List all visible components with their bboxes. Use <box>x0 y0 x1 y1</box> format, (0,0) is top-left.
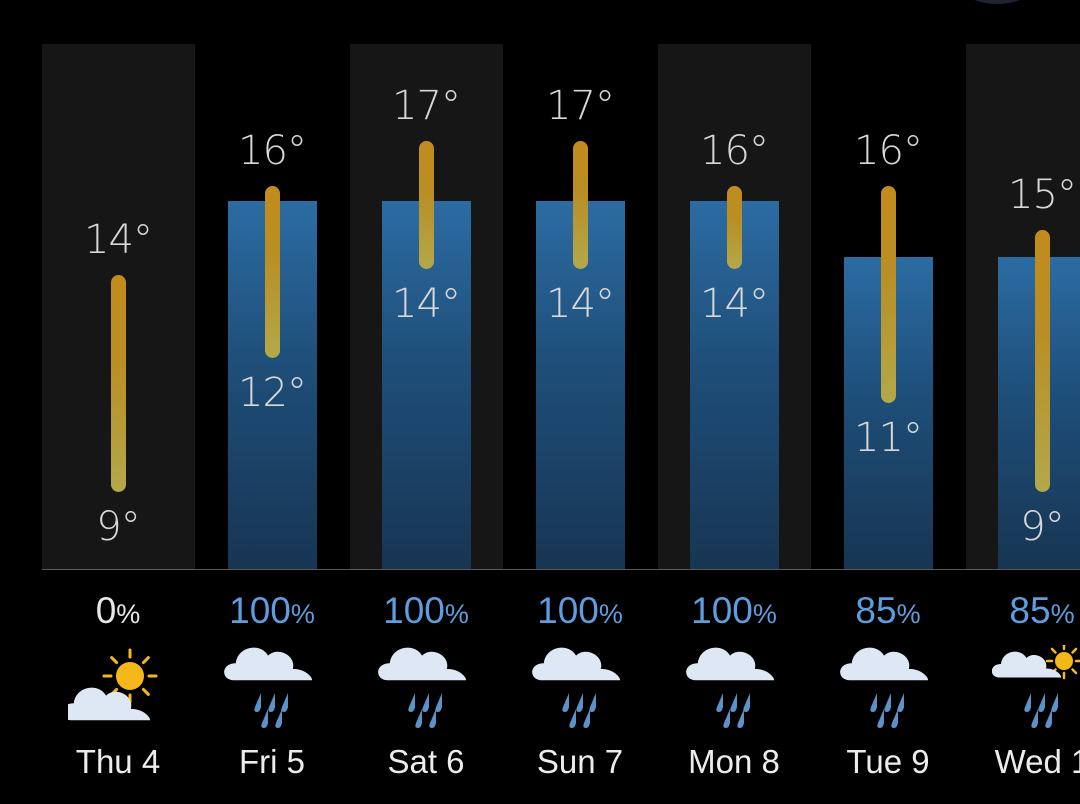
high-temperature-label: 16° <box>854 127 923 174</box>
low-temperature-label: 12° <box>238 370 307 417</box>
precipitation-value: 100 <box>383 590 445 631</box>
temperature-range-bar <box>573 141 588 269</box>
precipitation-chance: 0% <box>48 590 188 632</box>
temperature-range-bar <box>419 141 434 269</box>
high-temperature-label: 14° <box>84 217 153 263</box>
rain-icon <box>838 645 938 730</box>
day-label[interactable]: Thu 4 <box>75 743 161 780</box>
rain-icon <box>530 645 630 730</box>
low-temperature-label: 14° <box>546 281 615 327</box>
temperature-range-bar <box>1035 230 1050 492</box>
low-temperature-label: 14° <box>392 281 461 327</box>
temperature-range-bar <box>265 185 280 359</box>
sun-rain-icon <box>991 642 1080 730</box>
rain-icon <box>684 645 784 730</box>
day-label[interactable]: Sat 6 <box>387 743 465 780</box>
day-label[interactable]: Fri 5 <box>239 743 305 780</box>
precipitation-value: 100 <box>691 590 753 631</box>
low-temperature-label: 11° <box>854 414 923 461</box>
rain-icon <box>376 645 476 730</box>
precipitation-unit: % <box>116 599 141 629</box>
graph-baseline <box>42 569 1080 570</box>
precipitation-value: 85 <box>855 590 897 631</box>
precipitation-chance: 85% <box>972 590 1080 632</box>
precipitation-unit: % <box>896 599 921 629</box>
precipitation-chance: 100% <box>356 590 496 632</box>
high-temperature-label: 16° <box>700 127 769 174</box>
precipitation-value: 100 <box>537 590 599 631</box>
temperature-range-bar <box>881 185 896 403</box>
precipitation-value: 85 <box>1009 590 1051 631</box>
sun-behind-cloud-icon <box>62 645 168 730</box>
precipitation-value: 100 <box>229 590 291 631</box>
precipitation-unit: % <box>752 599 777 629</box>
moon-icon <box>962 0 1032 4</box>
day-label[interactable]: Sun 7 <box>536 743 624 780</box>
low-temperature-label: 9° <box>1020 504 1064 550</box>
precipitation-chance: 100% <box>510 590 650 632</box>
rain-icon <box>222 645 322 730</box>
low-temperature-label: 14° <box>700 281 769 327</box>
precipitation-unit: % <box>444 599 469 629</box>
low-temperature-label: 9° <box>96 504 140 550</box>
temperature-range-bar <box>111 275 126 492</box>
day-label[interactable]: Wed 1 <box>994 743 1080 780</box>
precipitation-chance: 85% <box>818 590 958 632</box>
precipitation-value: 0 <box>95 590 117 631</box>
day-label[interactable]: Mon 8 <box>688 743 780 780</box>
precipitation-unit: % <box>290 599 315 629</box>
precipitation-chance: 100% <box>202 590 342 632</box>
temperature-range-bar <box>727 185 742 269</box>
high-temperature-label: 17° <box>392 83 461 130</box>
high-temperature-label: 17° <box>546 83 615 130</box>
precipitation-chance: 100% <box>664 590 804 632</box>
high-temperature-label: 16° <box>238 127 307 174</box>
precipitation-unit: % <box>598 599 623 629</box>
precipitation-unit: % <box>1050 599 1075 629</box>
day-label[interactable]: Tue 9 <box>846 743 930 780</box>
high-temperature-label: 15° <box>1008 172 1077 219</box>
